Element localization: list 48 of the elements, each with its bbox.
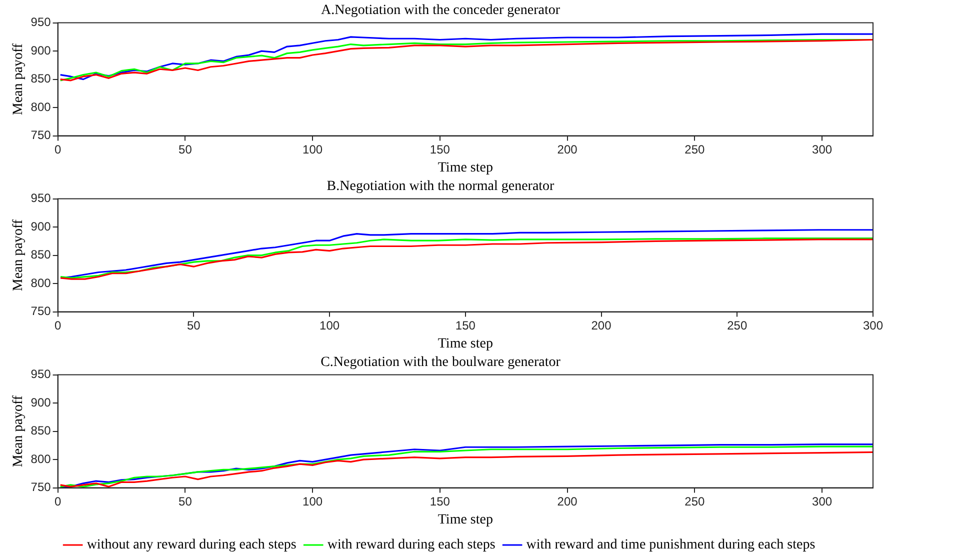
y-tick-label: 950 <box>30 15 52 30</box>
y-axis-title: Mean payoff <box>11 395 26 468</box>
legend-label: with reward and time punishment during each steps <box>526 538 816 552</box>
x-tick-label: 50 <box>178 494 192 508</box>
legend-label: without any reward during each steps <box>86 538 296 552</box>
x-tick-label: 200 <box>557 494 578 508</box>
x-tick-label: 250 <box>727 318 748 332</box>
x-tick-label: 0 <box>54 142 62 156</box>
y-tick-label: 750 <box>30 480 52 494</box>
y-axis-title: Mean payoff <box>11 43 26 116</box>
x-tick-label: 150 <box>430 494 450 508</box>
y-tick-label: 900 <box>30 43 52 58</box>
y-tick-label: 850 <box>30 72 52 86</box>
x-tick-label: 100 <box>320 318 340 332</box>
chart-title: B.Negotiation with the normal generator <box>326 179 555 194</box>
x-tick-label: 250 <box>684 142 706 156</box>
legend-label: with reward during each steps <box>327 538 496 552</box>
x-tick-label: 50 <box>178 142 192 156</box>
x-axis-title: Time step <box>438 512 493 528</box>
x-tick-label: 300 <box>812 494 832 508</box>
x-tick-label: 200 <box>557 142 578 156</box>
y-tick-label: 950 <box>30 367 52 382</box>
x-tick-label: 150 <box>430 142 450 156</box>
x-tick-label: 200 <box>591 318 612 332</box>
y-tick-label: 850 <box>30 424 52 438</box>
y-tick-label: 750 <box>30 128 52 142</box>
chart-title: A.Negotiation with the conceder generator <box>320 3 560 18</box>
y-axis-title: Mean payoff <box>11 219 26 292</box>
x-tick-label: 100 <box>302 494 323 508</box>
x-axis-title: Time step <box>438 160 493 176</box>
y-tick-label: 800 <box>30 276 52 290</box>
y-tick-label: 800 <box>30 452 52 466</box>
x-tick-label: 100 <box>302 142 323 156</box>
y-tick-label: 750 <box>30 304 52 318</box>
y-tick-label: 800 <box>30 100 52 114</box>
x-tick-label: 0 <box>54 318 62 332</box>
y-tick-label: 950 <box>30 191 52 206</box>
x-tick-label: 300 <box>862 318 884 332</box>
x-tick-label: 0 <box>54 494 62 508</box>
y-tick-label: 900 <box>30 395 52 410</box>
x-tick-label: 300 <box>812 142 832 156</box>
chart-title: C.Negotiation with the boulware generator <box>320 355 561 370</box>
x-tick-label: 250 <box>684 494 706 508</box>
x-axis-title: Time step <box>438 336 493 352</box>
x-tick-label: 150 <box>455 318 476 332</box>
y-tick-label: 900 <box>30 219 52 234</box>
x-tick-label: 50 <box>187 318 201 332</box>
y-tick-label: 850 <box>30 248 52 262</box>
